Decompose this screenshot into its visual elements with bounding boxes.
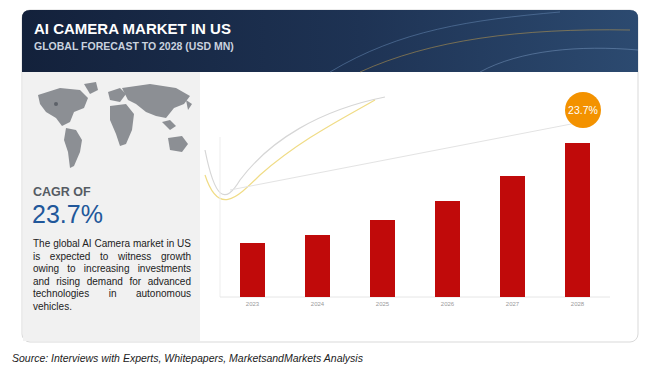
bar [500,176,525,297]
decor-curve [205,97,385,195]
cagr-value: 23.7% [32,200,103,228]
decor-curve [205,100,375,200]
x-tick-label: 2028 [571,301,585,307]
description: The global AI Camera market in US is exp… [33,238,191,314]
header-decor [360,30,630,72]
header-band [22,10,638,72]
header-decor [480,48,638,72]
bar [240,243,265,297]
side-panel [23,72,200,341]
continent [64,128,82,168]
canvas: AI CAMERA MARKET IN US GLOBAL FORECAST TO… [0,0,668,379]
continent [186,100,192,110]
y-axis-line [220,137,221,297]
x-tick-label: 2023 [246,301,260,307]
continent [38,88,88,126]
continent [122,84,190,118]
annotation-bubble [565,92,601,128]
page: AI CAMERA MARKET IN US GLOBAL FORECAST TO… [0,0,668,379]
bar [305,235,330,297]
title: AI CAMERA MARKET IN US [34,20,231,37]
map-dot [54,102,58,106]
x-tick-label: 2024 [311,301,325,307]
x-axis-line [220,297,610,298]
subtitle: GLOBAL FORECAST TO 2028 (USD MN) [34,40,234,52]
source: Source: Interviews with Experts, Whitepa… [12,352,364,364]
continent [168,136,188,152]
header-decor [330,12,560,72]
continent [162,120,176,130]
bar [435,201,460,297]
x-tick-label: 2027 [506,301,520,307]
bars [240,143,590,297]
bar [565,143,590,297]
x-tick-label: 2026 [441,301,455,307]
cagr-label: CAGR OF [33,185,91,199]
decor-line [230,120,592,190]
continent [84,82,98,94]
continent [110,104,134,146]
annotation: 23.7% [568,104,598,116]
card [22,10,638,342]
bar [370,220,395,297]
x-tick-label: 2025 [376,301,390,307]
world-map [38,82,192,168]
